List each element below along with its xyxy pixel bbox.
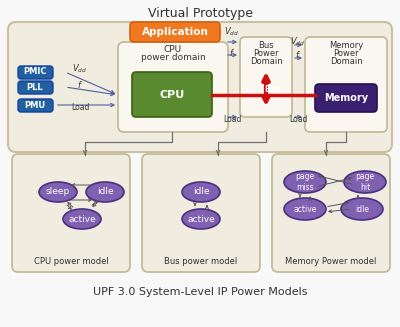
Text: $V_{dd}$: $V_{dd}$ bbox=[72, 63, 88, 75]
Ellipse shape bbox=[284, 198, 326, 220]
Ellipse shape bbox=[182, 209, 220, 229]
Text: sleep: sleep bbox=[46, 187, 70, 197]
Text: Application: Application bbox=[142, 27, 208, 37]
Text: CPU: CPU bbox=[164, 44, 182, 54]
Text: CPU power model: CPU power model bbox=[34, 257, 108, 267]
Text: page
hit: page hit bbox=[356, 172, 374, 192]
Text: PLL: PLL bbox=[27, 82, 43, 92]
Text: Memory Power model: Memory Power model bbox=[285, 257, 377, 267]
Text: Memory: Memory bbox=[324, 93, 368, 103]
Text: active: active bbox=[187, 215, 215, 223]
FancyBboxPatch shape bbox=[240, 37, 292, 117]
FancyBboxPatch shape bbox=[130, 22, 220, 42]
FancyBboxPatch shape bbox=[305, 37, 387, 132]
Text: page
miss: page miss bbox=[296, 172, 314, 192]
FancyBboxPatch shape bbox=[18, 66, 53, 79]
Text: $f$: $f$ bbox=[295, 49, 301, 60]
Text: Power: Power bbox=[253, 48, 279, 58]
Text: UPF 3.0 System-Level IP Power Models: UPF 3.0 System-Level IP Power Models bbox=[93, 287, 307, 297]
Text: Load: Load bbox=[223, 114, 241, 124]
FancyBboxPatch shape bbox=[8, 22, 392, 152]
Text: Bus: Bus bbox=[258, 41, 274, 49]
Text: $V_{dd}$: $V_{dd}$ bbox=[224, 26, 240, 38]
Text: idle: idle bbox=[97, 187, 113, 197]
Text: power domain: power domain bbox=[141, 53, 205, 61]
FancyBboxPatch shape bbox=[142, 154, 260, 272]
Text: active: active bbox=[68, 215, 96, 223]
Text: PMU: PMU bbox=[24, 100, 46, 110]
Ellipse shape bbox=[86, 182, 124, 202]
Text: PMIC: PMIC bbox=[23, 67, 47, 77]
Text: Domain: Domain bbox=[330, 57, 362, 65]
Text: Bus power model: Bus power model bbox=[164, 257, 238, 267]
Text: idle: idle bbox=[355, 204, 369, 214]
Text: Virtual Prototype: Virtual Prototype bbox=[148, 7, 252, 20]
FancyBboxPatch shape bbox=[18, 81, 53, 94]
FancyBboxPatch shape bbox=[18, 99, 53, 112]
Text: active: active bbox=[293, 204, 317, 214]
FancyBboxPatch shape bbox=[12, 154, 130, 272]
Text: $V_{dd}$: $V_{dd}$ bbox=[290, 36, 306, 48]
Text: CPU: CPU bbox=[159, 90, 185, 100]
Text: $f$: $f$ bbox=[229, 46, 235, 58]
Ellipse shape bbox=[39, 182, 77, 202]
Text: idle: idle bbox=[193, 187, 209, 197]
Text: Domain: Domain bbox=[250, 57, 282, 65]
Ellipse shape bbox=[344, 171, 386, 193]
FancyBboxPatch shape bbox=[132, 72, 212, 117]
Text: Memory: Memory bbox=[329, 41, 363, 49]
Ellipse shape bbox=[341, 198, 383, 220]
Ellipse shape bbox=[182, 182, 220, 202]
Text: $f$: $f$ bbox=[77, 78, 83, 90]
FancyBboxPatch shape bbox=[118, 42, 228, 132]
Text: Load: Load bbox=[71, 104, 89, 112]
FancyBboxPatch shape bbox=[315, 84, 377, 112]
Text: Bus: Bus bbox=[264, 84, 280, 94]
Text: Load: Load bbox=[289, 114, 307, 124]
Ellipse shape bbox=[284, 171, 326, 193]
Ellipse shape bbox=[63, 209, 101, 229]
FancyBboxPatch shape bbox=[272, 154, 390, 272]
Text: Power: Power bbox=[333, 48, 359, 58]
